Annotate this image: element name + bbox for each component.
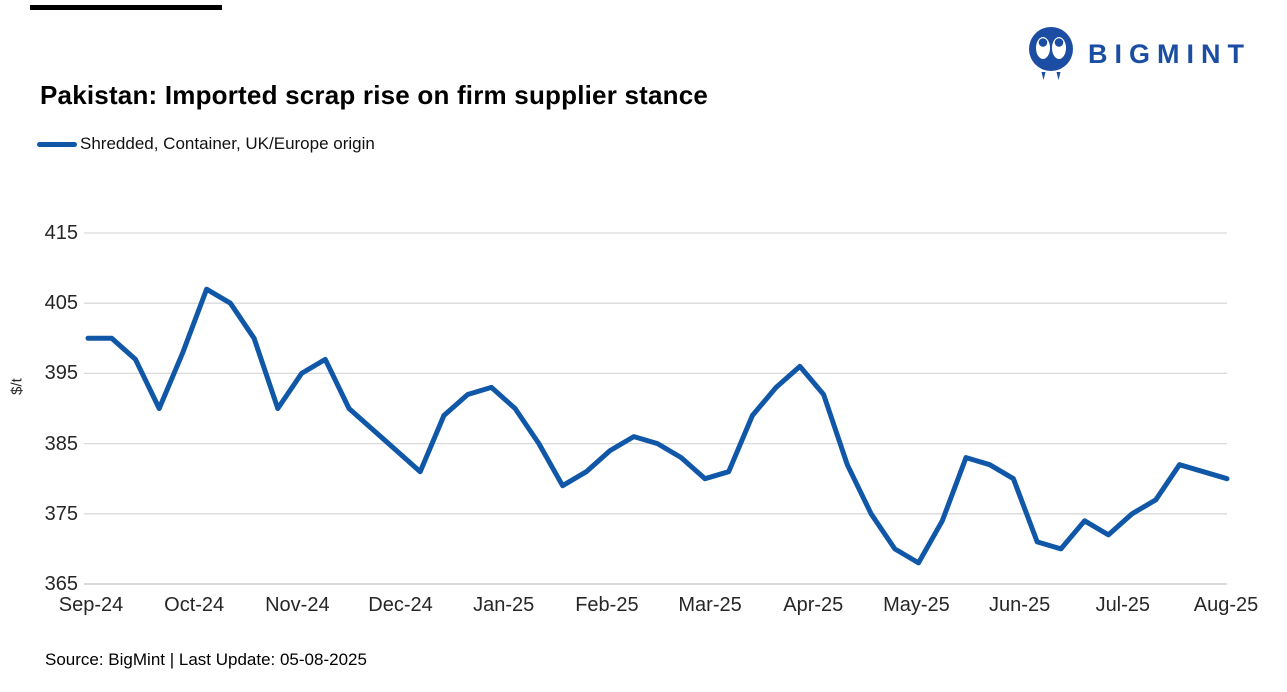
y-tick-label: 415 <box>44 222 78 244</box>
legend: Shredded, Container, UK/Europe origin <box>37 134 375 154</box>
y-tick-label: 395 <box>44 362 78 385</box>
y-tick-label: 385 <box>44 432 78 455</box>
source-note: Source: BigMint | Last Update: 05-08-202… <box>45 650 367 669</box>
x-tick-label: Nov-24 <box>265 594 330 616</box>
x-tick-label: Jan-25 <box>473 594 535 616</box>
legend-series-label: Shredded, Container, UK/Europe origin <box>80 134 375 153</box>
legend-line-swatch <box>37 141 77 147</box>
x-tick-label: Sep-24 <box>58 594 124 616</box>
bigmint-logo-icon <box>1029 27 1073 80</box>
x-tick-label: Feb-25 <box>575 594 639 616</box>
x-tick-label: Oct-24 <box>164 594 225 616</box>
y-tick-label: 405 <box>44 292 78 315</box>
x-tick-label: Jul-25 <box>1095 594 1151 616</box>
x-tick-label: Dec-24 <box>368 594 433 616</box>
bigmint-logo-text: BIGMINT <box>1088 38 1251 69</box>
price-line <box>85 286 1230 566</box>
y-tick-label: 375 <box>44 502 78 525</box>
x-tick-label: Aug-25 <box>1193 594 1259 616</box>
x-tick-label: Mar-25 <box>678 594 742 616</box>
y-tick-label: 365 <box>44 573 78 595</box>
bigmint-logo: BIGMINT <box>1028 26 1251 82</box>
top-accent-bar <box>30 5 222 10</box>
page-title: Pakistan: Imported scrap rise on firm su… <box>40 80 709 110</box>
x-tick-label: May-25 <box>883 594 950 616</box>
x-tick-label: Jun-25 <box>989 594 1051 616</box>
y-axis-title: $/t <box>8 378 26 395</box>
x-tick-label: Apr-25 <box>783 594 844 616</box>
